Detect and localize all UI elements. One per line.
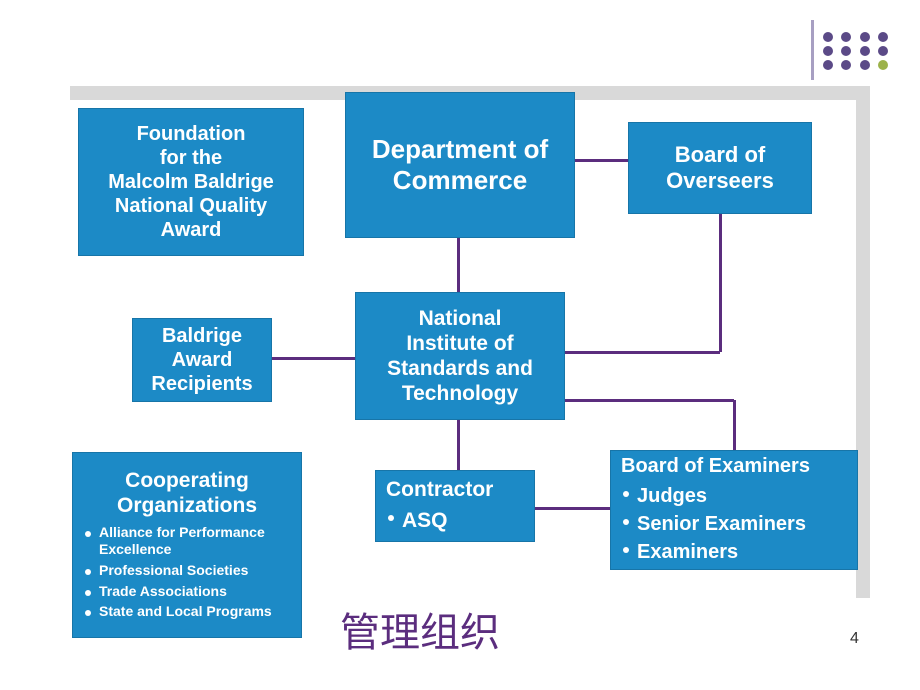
page-number: 4 bbox=[850, 630, 859, 648]
node-text-line: Award bbox=[161, 218, 222, 242]
decor-dot bbox=[878, 60, 888, 70]
decor-dot bbox=[878, 32, 888, 42]
node-bullet: Examiners bbox=[621, 540, 847, 564]
bullet-text: State and Local Programs bbox=[99, 603, 272, 620]
edge-segment bbox=[575, 159, 628, 162]
bullet-dot-icon bbox=[85, 531, 91, 537]
bullet-text: Examiners bbox=[637, 540, 738, 564]
node-text-line: Institute of bbox=[406, 331, 513, 356]
decor-dot bbox=[841, 32, 851, 42]
node-bullet: ASQ bbox=[386, 508, 524, 533]
node-text-line: Standards and bbox=[387, 356, 533, 381]
node-bullet: State and Local Programs bbox=[83, 603, 291, 620]
decor-dot bbox=[823, 60, 833, 70]
edge-segment bbox=[272, 357, 355, 360]
node-contractor: Contractor ASQ bbox=[375, 470, 535, 542]
bullet-text: Alliance for Performance Excellence bbox=[99, 524, 291, 558]
decor-dot bbox=[841, 46, 851, 56]
edge-segment bbox=[457, 238, 460, 292]
node-foundation: Foundationfor theMalcolm BaldrigeNationa… bbox=[78, 108, 304, 256]
node-text-line: for the bbox=[160, 146, 222, 170]
bullet-text: Professional Societies bbox=[99, 562, 248, 579]
slide-canvas: Foundationfor theMalcolm BaldrigeNationa… bbox=[0, 0, 920, 690]
node-title-line: Cooperating bbox=[83, 468, 291, 493]
node-overseers: Board ofOverseers bbox=[628, 122, 812, 214]
decor-dot bbox=[841, 60, 851, 70]
node-text-line: National Quality bbox=[115, 194, 267, 218]
node-title-line: Organizations bbox=[83, 493, 291, 518]
edge-segment bbox=[457, 420, 460, 470]
node-bullet: Trade Associations bbox=[83, 583, 291, 600]
node-bullet: Alliance for Performance Excellence bbox=[83, 524, 291, 558]
node-examiners: Board of Examiners Judges Senior Examiners… bbox=[610, 450, 858, 570]
slide-title: 管理组织 bbox=[340, 600, 500, 658]
bullet-dot-icon bbox=[623, 547, 629, 553]
node-text-line: Foundation bbox=[137, 122, 246, 146]
node-text-line: Overseers bbox=[666, 168, 774, 194]
decor-dot bbox=[878, 46, 888, 56]
bullet-dot-icon bbox=[85, 590, 91, 596]
bullet-dot-icon bbox=[85, 569, 91, 575]
decor-dot-grid bbox=[821, 30, 890, 72]
node-bullet: Judges bbox=[621, 484, 847, 508]
edge-segment bbox=[565, 399, 734, 402]
decor-dot bbox=[860, 60, 870, 70]
bullet-dot-icon bbox=[85, 610, 91, 616]
node-title: CooperatingOrganizations bbox=[83, 468, 291, 518]
bullet-text: Trade Associations bbox=[99, 583, 227, 600]
bullet-text: Senior Examiners bbox=[637, 512, 806, 536]
decor-dot bbox=[860, 46, 870, 56]
decor-dot bbox=[860, 32, 870, 42]
bullet-text: Judges bbox=[637, 484, 707, 508]
node-text-line: Board of bbox=[675, 142, 765, 168]
node-text-line: Department of bbox=[372, 134, 548, 165]
decor-dot bbox=[823, 32, 833, 42]
node-bullet: Senior Examiners bbox=[621, 512, 847, 536]
decor-vertical-bar bbox=[811, 20, 814, 80]
bullet-dot-icon bbox=[623, 519, 629, 525]
node-title: Board of Examiners bbox=[621, 454, 847, 478]
node-text-line: Technology bbox=[402, 381, 518, 406]
edge-segment bbox=[535, 507, 610, 510]
node-text-line: Award bbox=[172, 348, 233, 372]
node-title: Contractor bbox=[386, 477, 524, 502]
node-doc: Department ofCommerce bbox=[345, 92, 575, 238]
edge-segment bbox=[565, 351, 720, 354]
bullet-dot-icon bbox=[388, 515, 394, 521]
bullet-text: ASQ bbox=[402, 508, 448, 533]
node-text-line: National bbox=[419, 306, 502, 331]
node-nist: NationalInstitute ofStandards andTechnol… bbox=[355, 292, 565, 420]
node-recipients: BaldrigeAwardRecipients bbox=[132, 318, 272, 402]
node-text-line: Recipients bbox=[151, 372, 252, 396]
shadow-right bbox=[856, 86, 870, 598]
node-text-line: Commerce bbox=[393, 165, 527, 196]
node-coop: CooperatingOrganizations Alliance for Per… bbox=[72, 452, 302, 638]
decor-dot bbox=[823, 46, 833, 56]
edge-segment bbox=[719, 214, 722, 352]
edge-segment bbox=[733, 400, 736, 450]
node-text-line: Malcolm Baldrige bbox=[108, 170, 274, 194]
node-text-line: Baldrige bbox=[162, 324, 242, 348]
node-bullet: Professional Societies bbox=[83, 562, 291, 579]
bullet-dot-icon bbox=[623, 491, 629, 497]
